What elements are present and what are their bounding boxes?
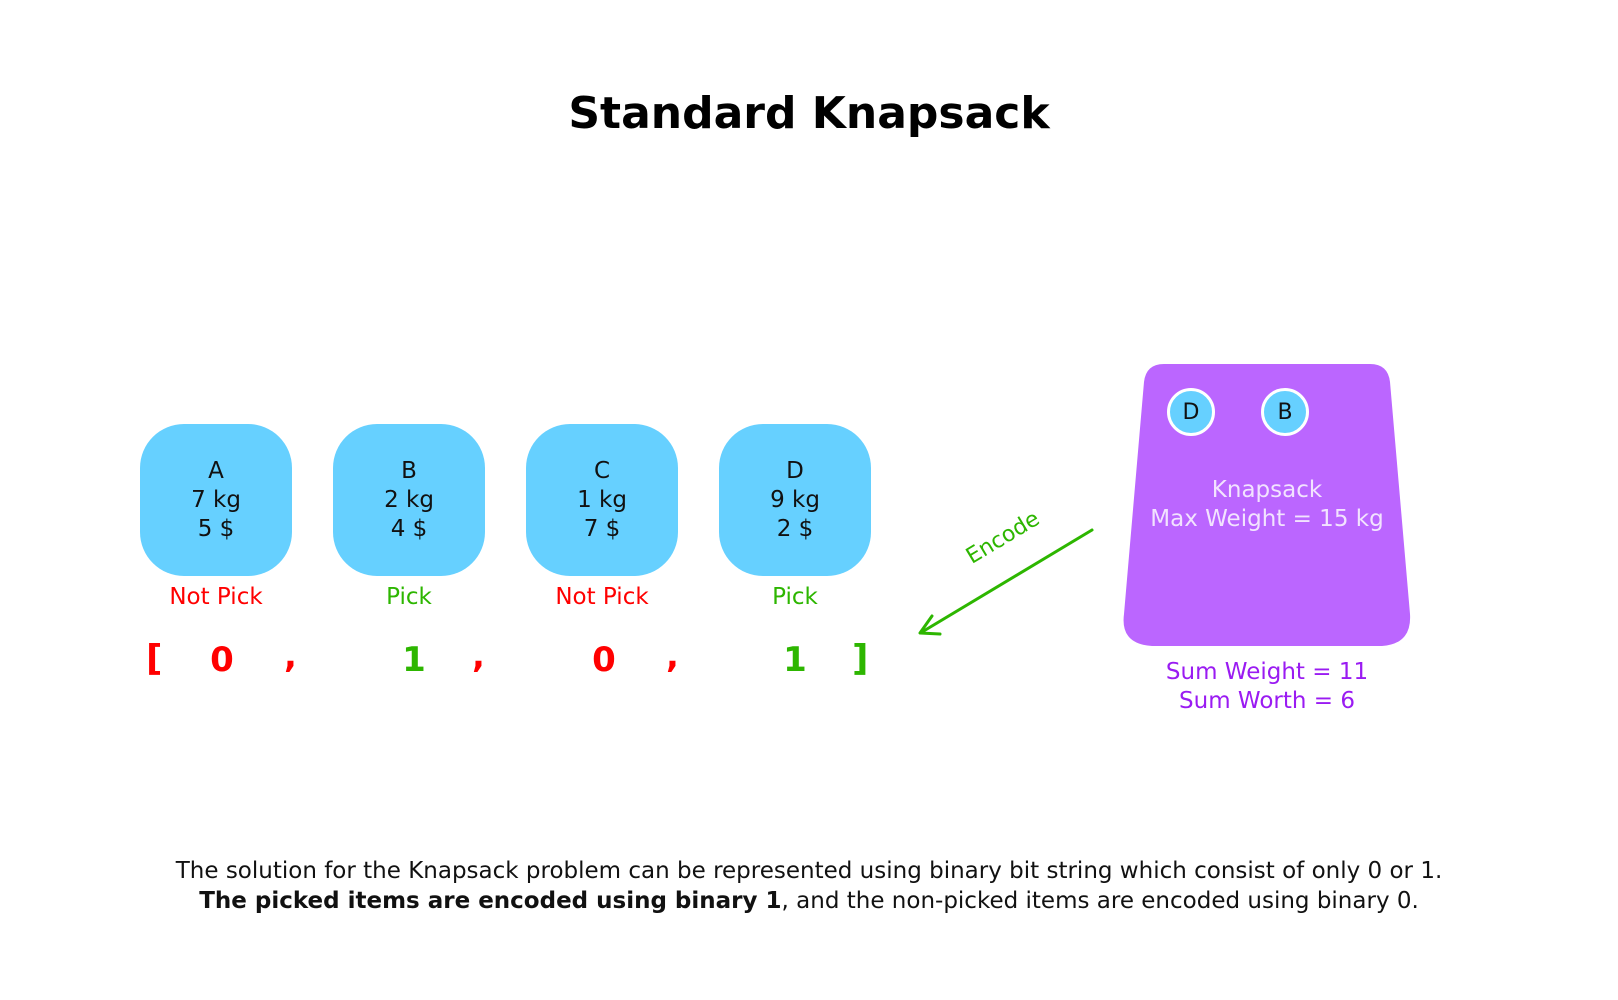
knapsack-item-d: D (1167, 388, 1215, 436)
caption: The solution for the Knapsack problem ca… (0, 856, 1618, 916)
item-card-c: C 1 kg 7 $ (526, 424, 678, 576)
bitstring-separator: , (666, 636, 679, 676)
sum-worth: Sum Worth = 6 (1179, 688, 1355, 714)
item-status-a: Not Pick (169, 584, 263, 610)
item-worth: 4 $ (390, 515, 428, 542)
knapsack-item-b: B (1261, 388, 1309, 436)
item-status-d: Pick (772, 584, 818, 610)
caption-line-1: The solution for the Knapsack problem ca… (175, 858, 1443, 884)
item-worth: 5 $ (197, 515, 235, 542)
knapsack-max-weight: Max Weight = 15 kg (1150, 506, 1384, 532)
knapsack-label: Knapsack (1211, 477, 1323, 503)
item-name: C (593, 457, 611, 484)
bit-d: 1 (783, 640, 807, 680)
item-status-c: Not Pick (555, 584, 649, 610)
item-worth: 7 $ (583, 515, 621, 542)
bit-c: 0 (592, 640, 616, 680)
item-worth: 2 $ (776, 515, 814, 542)
item-card-a: A 7 kg 5 $ (140, 424, 292, 576)
caption-line-2-bold: The picked items are encoded using binar… (199, 888, 782, 914)
item-status-b: Pick (386, 584, 432, 610)
caption-line-2-rest: , and the non-picked items are encoded u… (781, 888, 1419, 914)
item-weight: 1 kg (577, 486, 627, 513)
item-name: A (208, 457, 224, 484)
bitstring-separator: , (472, 636, 485, 676)
bitstring-open-bracket: [ (146, 638, 163, 679)
bitstring-close-bracket: ] (852, 638, 869, 679)
item-card-d: D 9 kg 2 $ (719, 424, 871, 576)
caption-line-2: The picked items are encoded using binar… (0, 886, 1618, 916)
sum-weight: Sum Weight = 11 (1165, 659, 1369, 685)
bit-b: 1 (402, 640, 426, 680)
item-weight: 9 kg (770, 486, 820, 513)
item-weight: 2 kg (384, 486, 434, 513)
bit-a: 0 (210, 640, 234, 680)
item-weight: 7 kg (191, 486, 241, 513)
item-name: B (401, 457, 417, 484)
bitstring-separator: , (284, 636, 297, 676)
item-card-b: B 2 kg 4 $ (333, 424, 485, 576)
item-name: D (786, 457, 804, 484)
encode-arrow-icon (918, 528, 1094, 636)
page-title: Standard Knapsack (568, 88, 1050, 139)
